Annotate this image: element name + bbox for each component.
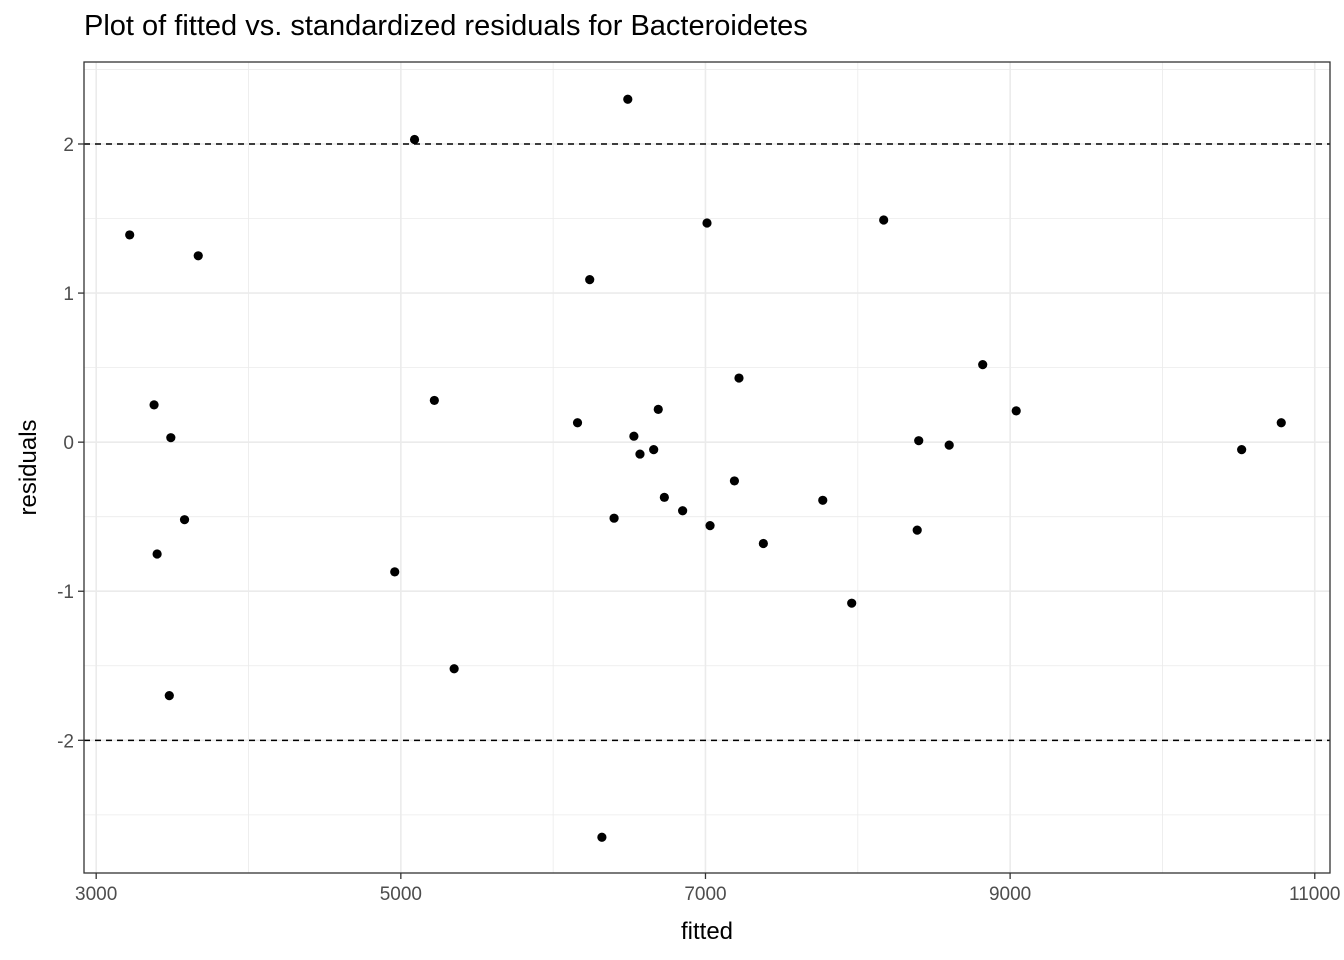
data-point <box>944 440 954 450</box>
axis-ticks: 3000 5000 7000 9000 11000 -2 -1 0 1 2 <box>57 135 1340 905</box>
data-point <box>429 395 439 406</box>
data-point <box>1237 445 1247 455</box>
y-tick-label: 0 <box>63 433 74 454</box>
data-point <box>166 433 176 443</box>
reference-lines <box>84 143 1330 742</box>
y-axis-title: residuals <box>15 419 42 515</box>
chart-title: Plot of fitted vs. standardized residual… <box>84 10 808 42</box>
data-points <box>125 94 1286 842</box>
data-point <box>678 506 688 516</box>
data-point <box>847 598 857 608</box>
data-point <box>705 521 715 531</box>
data-point <box>623 94 633 104</box>
data-point <box>1011 406 1021 416</box>
data-point <box>649 445 659 455</box>
data-point <box>409 134 420 145</box>
data-point <box>179 515 190 525</box>
data-point <box>125 230 135 240</box>
data-point <box>390 567 400 577</box>
data-point <box>659 492 669 502</box>
x-tick-label: 9000 <box>989 884 1031 905</box>
data-point <box>635 449 645 459</box>
data-point <box>149 400 159 410</box>
y-tick-label: 1 <box>63 284 74 305</box>
x-tick-label: 7000 <box>684 884 726 905</box>
data-point <box>609 513 619 523</box>
x-tick-label: 3000 <box>75 884 117 905</box>
data-point <box>164 690 174 701</box>
panel-border <box>83 61 1331 874</box>
y-tick-label: -2 <box>57 731 74 752</box>
data-point <box>879 215 889 225</box>
data-point <box>914 436 924 446</box>
y-tick-label: -1 <box>57 582 74 603</box>
x-tick-label: 11000 <box>1289 884 1340 905</box>
data-point <box>572 418 583 428</box>
data-point <box>734 373 744 383</box>
x-axis-title: fitted <box>681 918 733 945</box>
data-point <box>653 404 663 414</box>
data-point <box>585 275 595 285</box>
grid-lines <box>84 62 1330 873</box>
data-point <box>152 549 162 559</box>
data-point <box>912 525 922 535</box>
data-point <box>729 476 740 486</box>
data-point <box>193 251 203 261</box>
y-tick-label: 2 <box>63 135 74 156</box>
data-point <box>449 664 459 674</box>
data-point <box>702 218 712 228</box>
data-point <box>978 360 988 370</box>
data-point <box>597 832 607 842</box>
data-point <box>1276 418 1286 428</box>
x-tick-label: 5000 <box>380 884 422 905</box>
data-point <box>629 431 639 441</box>
data-point <box>758 538 768 549</box>
data-point <box>818 495 828 505</box>
